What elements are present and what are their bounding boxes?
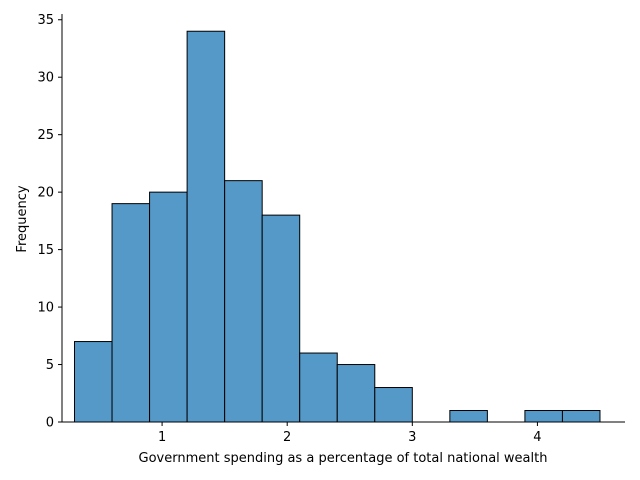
histogram-bars [74,30,601,423]
y-tick-label: 25 [37,128,54,143]
y-axis-ticks: 0 5 10 15 20 25 30 35 [37,13,62,431]
x-axis-label: Government spending as a percentage of t… [139,451,548,466]
axes [61,14,625,423]
histogram-bar [111,203,151,423]
y-tick-label: 35 [37,13,54,28]
histogram-bar [261,214,301,423]
histogram-bar [449,410,488,423]
histogram-bar [186,30,226,423]
x-tick-label: 1 [158,430,166,445]
histogram-bar [524,410,563,423]
y-tick-label: 0 [46,416,54,431]
histogram-bar [374,387,413,423]
x-tick-label: 4 [533,430,541,445]
y-tick-label: 15 [37,243,54,258]
y-tick-label: 20 [37,186,54,201]
x-axis-ticks: 1 2 3 4 [158,422,542,445]
y-tick-label: 30 [37,71,54,86]
x-tick-label: 3 [408,430,416,445]
y-tick-label: 5 [46,358,54,373]
histogram-bar [224,180,263,423]
histogram-bar [299,352,338,423]
x-tick-label: 2 [283,430,291,445]
y-axis-label: Frequency [15,185,30,252]
histogram-bar [336,364,376,423]
y-tick-label: 10 [37,301,54,316]
histogram-bar [74,341,113,423]
histogram-bar [149,191,188,423]
histogram-bar [561,410,601,423]
